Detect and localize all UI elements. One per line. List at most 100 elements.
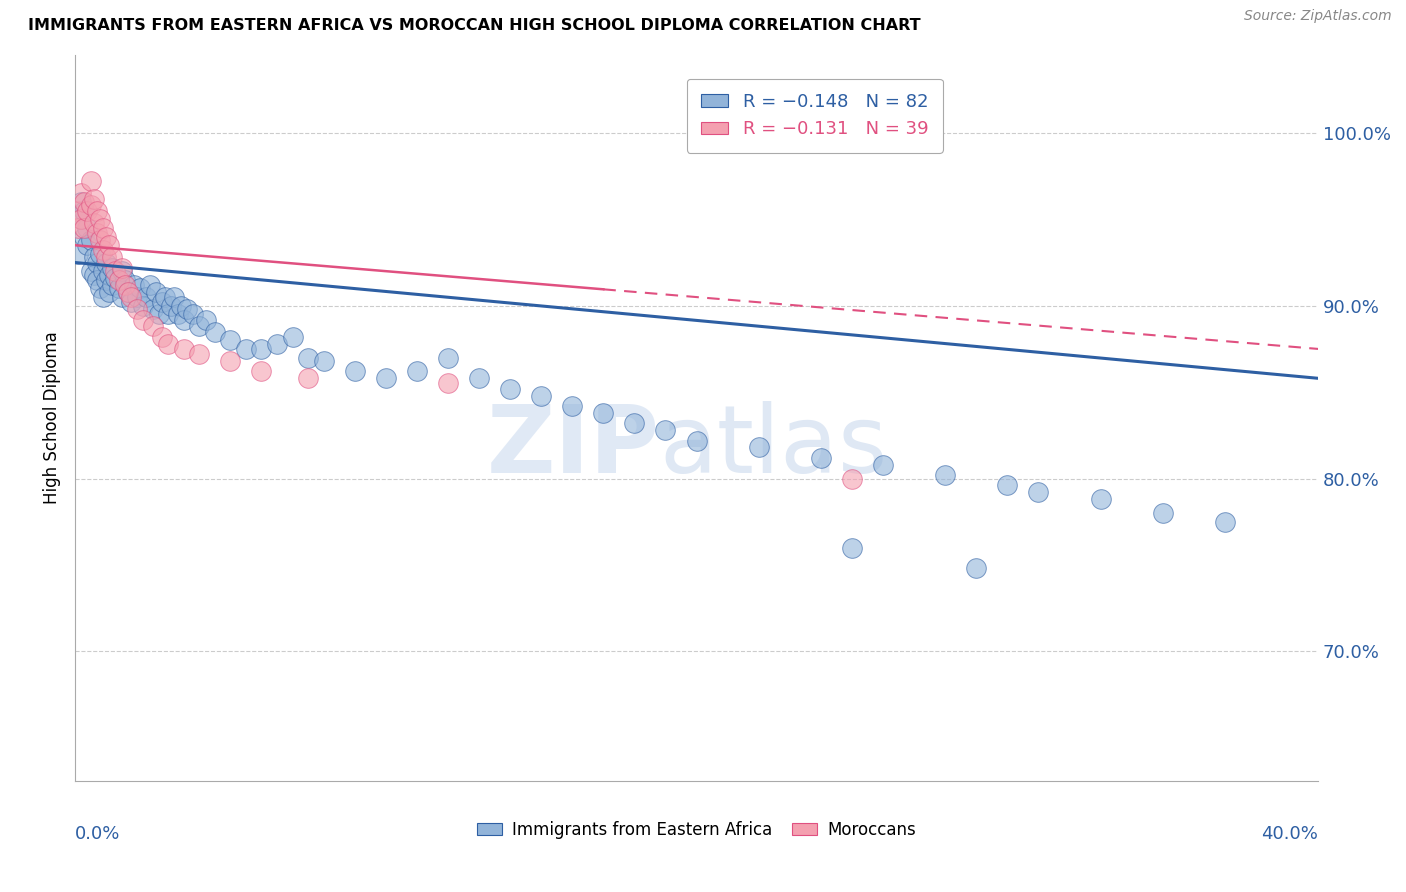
Point: [120, 295, 142, 310]
Point: [83, 216, 105, 230]
Point: [132, 312, 155, 326]
Point: [111, 264, 134, 278]
Point: [173, 342, 195, 356]
Point: [94, 229, 117, 244]
Point: [98, 268, 121, 282]
Point: [127, 290, 149, 304]
Legend: Immigrants from Eastern Africa, Moroccans: Immigrants from Eastern Africa, Moroccan…: [471, 814, 922, 846]
Point: [114, 273, 136, 287]
Point: [173, 312, 195, 326]
Point: [101, 250, 124, 264]
Point: [561, 399, 583, 413]
Point: [67, 247, 90, 261]
Point: [135, 290, 157, 304]
Point: [1152, 506, 1174, 520]
Point: [94, 273, 117, 287]
Point: [150, 295, 173, 310]
Point: [104, 271, 127, 285]
Point: [73, 194, 96, 209]
Point: [83, 192, 105, 206]
Point: [117, 285, 139, 299]
Point: [86, 255, 108, 269]
Point: [107, 281, 129, 295]
Point: [499, 382, 522, 396]
Text: atlas: atlas: [659, 401, 887, 493]
Point: [70, 212, 93, 227]
Point: [107, 273, 129, 287]
Text: ZIP: ZIP: [486, 401, 659, 493]
Point: [1028, 485, 1050, 500]
Point: [104, 264, 127, 278]
Point: [127, 302, 149, 317]
Point: [67, 221, 90, 235]
Point: [188, 347, 211, 361]
Point: [250, 364, 273, 378]
Point: [73, 203, 96, 218]
Point: [934, 468, 956, 483]
Point: [995, 478, 1018, 492]
Text: 0.0%: 0.0%: [75, 824, 121, 843]
Point: [965, 561, 987, 575]
Point: [122, 277, 145, 292]
Point: [91, 290, 114, 304]
Point: [1213, 515, 1236, 529]
Point: [76, 238, 98, 252]
Point: [872, 458, 894, 472]
Text: IMMIGRANTS FROM EASTERN AFRICA VS MOROCCAN HIGH SCHOOL DIPLOMA CORRELATION CHART: IMMIGRANTS FROM EASTERN AFRICA VS MOROCC…: [28, 18, 921, 33]
Point: [89, 212, 111, 227]
Point: [166, 307, 188, 321]
Point: [79, 174, 101, 188]
Point: [188, 319, 211, 334]
Point: [89, 233, 111, 247]
Point: [98, 285, 121, 299]
Point: [101, 277, 124, 292]
Point: [79, 233, 101, 247]
Point: [79, 264, 101, 278]
Point: [132, 299, 155, 313]
Point: [176, 302, 198, 317]
Point: [685, 434, 707, 448]
Point: [841, 471, 863, 485]
Point: [297, 371, 319, 385]
Point: [297, 351, 319, 365]
Point: [810, 450, 832, 465]
Point: [101, 260, 124, 275]
Point: [148, 307, 170, 321]
Point: [94, 250, 117, 264]
Point: [281, 330, 304, 344]
Point: [592, 406, 614, 420]
Point: [405, 364, 427, 378]
Point: [111, 260, 134, 275]
Point: [91, 264, 114, 278]
Point: [79, 198, 101, 212]
Point: [86, 203, 108, 218]
Point: [70, 186, 93, 201]
Point: [111, 290, 134, 304]
Point: [150, 330, 173, 344]
Point: [83, 268, 105, 282]
Point: [160, 299, 183, 313]
Point: [343, 364, 366, 378]
Point: [76, 203, 98, 218]
Point: [73, 221, 96, 235]
Point: [70, 212, 93, 227]
Text: 40.0%: 40.0%: [1261, 824, 1319, 843]
Point: [219, 354, 242, 368]
Text: Source: ZipAtlas.com: Source: ZipAtlas.com: [1244, 9, 1392, 23]
Point: [89, 247, 111, 261]
Point: [157, 336, 180, 351]
Point: [157, 307, 180, 321]
Point: [83, 250, 105, 264]
Point: [76, 221, 98, 235]
Point: [145, 285, 167, 299]
Point: [138, 277, 160, 292]
Point: [266, 336, 288, 351]
Point: [98, 238, 121, 252]
Point: [86, 226, 108, 240]
Point: [623, 416, 645, 430]
Point: [89, 281, 111, 295]
Point: [250, 342, 273, 356]
Point: [114, 277, 136, 292]
Point: [91, 244, 114, 258]
Point: [312, 354, 335, 368]
